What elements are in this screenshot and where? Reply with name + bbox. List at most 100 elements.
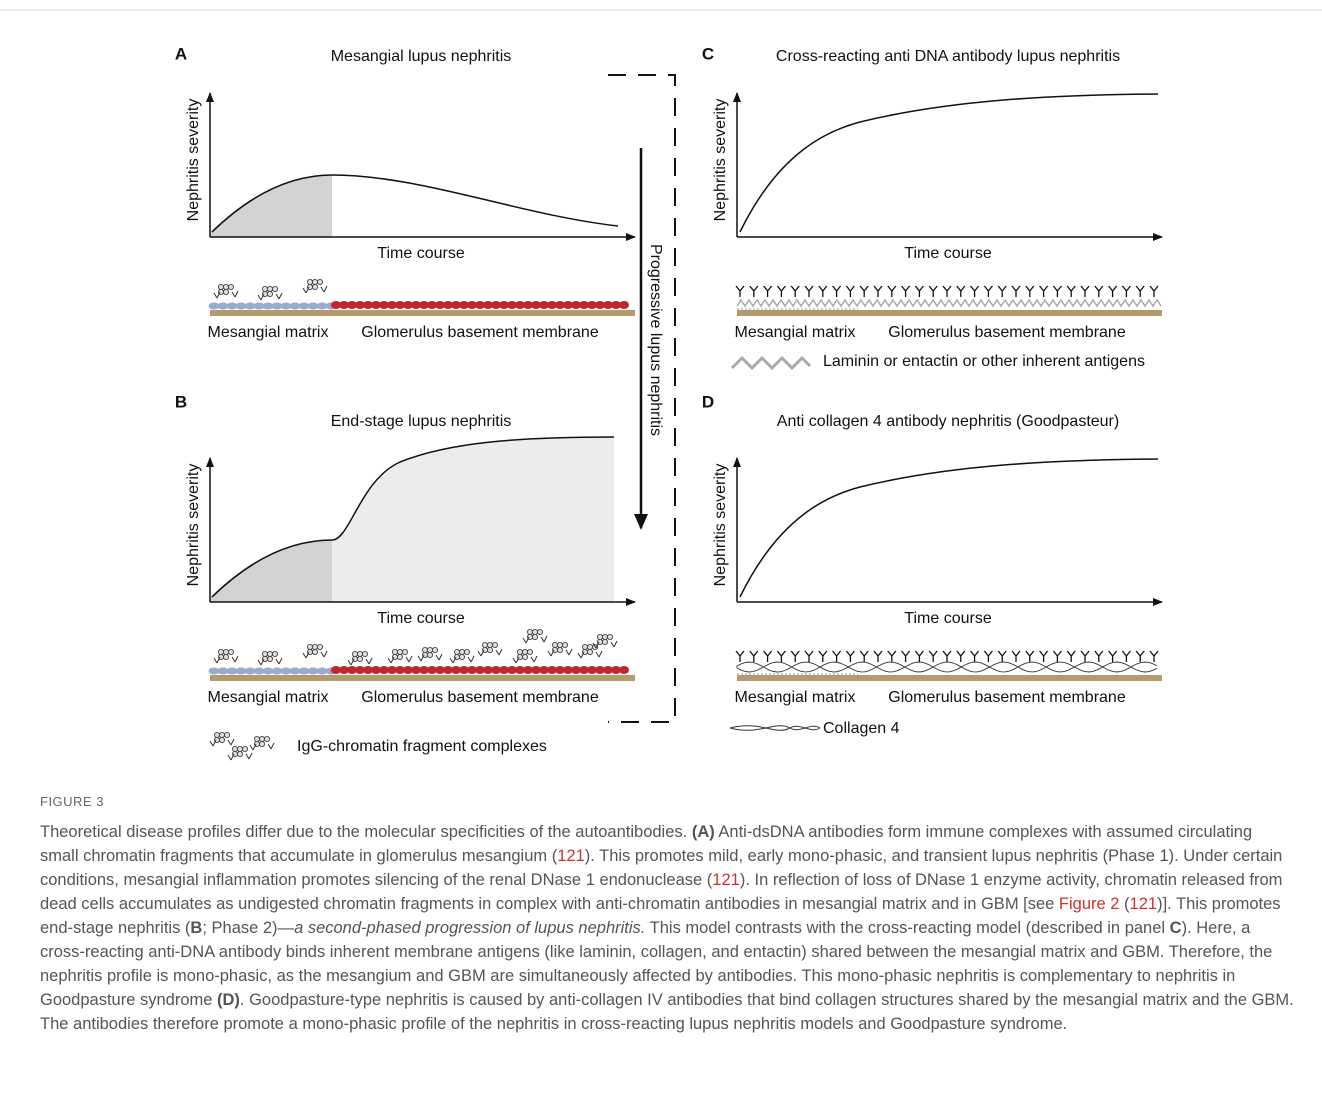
gbm-blob (379, 666, 389, 674)
fragment (218, 737, 225, 744)
caption-text: Theoretical disease profiles differ due … (40, 820, 1295, 1036)
x-axis-label: Time course (904, 245, 992, 262)
fragment (582, 644, 589, 651)
mesangial-blob (235, 302, 247, 310)
complex-icon (547, 642, 573, 657)
complex-icon (257, 285, 283, 301)
antibody (804, 650, 814, 662)
fragment (562, 642, 569, 649)
antibody (873, 650, 883, 662)
fragment (241, 746, 248, 753)
antibody (257, 657, 283, 666)
antibody (776, 285, 786, 297)
gbm-blob (459, 301, 469, 309)
fragment (421, 647, 428, 654)
gbm-blob (507, 301, 517, 309)
gbm-blob (403, 301, 413, 309)
fragment (396, 649, 403, 656)
panel-label: B (175, 392, 187, 411)
gbm-blob (547, 301, 557, 309)
panel-label: C (702, 44, 714, 63)
legend-text: Collagen 4 (823, 720, 900, 737)
antibody (763, 650, 773, 662)
complex-icon (387, 649, 413, 664)
panel-title: End-stage lupus nephritis (331, 413, 512, 430)
mesangial-blob (316, 302, 328, 310)
gbm-blob (443, 666, 453, 674)
complex-icon (592, 634, 618, 649)
fragment (552, 642, 559, 649)
fragment (266, 656, 273, 663)
antibody (887, 285, 897, 297)
citation-link[interactable]: 121 (557, 847, 585, 865)
antibody (477, 648, 503, 657)
fragment (261, 651, 268, 658)
gbm-blob (611, 666, 621, 674)
mesangial-blob (298, 302, 310, 310)
antibody (997, 650, 1007, 662)
fragment (401, 649, 408, 656)
mesangial-blob (208, 667, 220, 675)
fragment (316, 278, 323, 285)
antibody (1121, 650, 1131, 662)
antibody (449, 655, 475, 664)
antibody (387, 655, 413, 664)
fragment (587, 644, 594, 651)
gbm-blob (523, 666, 533, 674)
gbm-blob (539, 666, 549, 674)
membrane-label: Mesangial matrix (735, 689, 856, 706)
antibody (970, 285, 980, 297)
antibody (1094, 650, 1104, 662)
fragment (222, 283, 229, 290)
antibody (1108, 285, 1118, 297)
membrane (737, 675, 1162, 681)
fragment (481, 642, 488, 649)
fragment (263, 736, 270, 743)
legend-zigzag (730, 355, 812, 371)
antibody (1094, 285, 1104, 297)
fragment (527, 629, 534, 636)
citation-link[interactable]: Figure 2 (1058, 895, 1120, 913)
mesangial-blob (280, 667, 292, 675)
complex-icon (257, 651, 283, 666)
gbm-blob (555, 666, 565, 674)
antibody (1025, 285, 1035, 297)
antibody (790, 650, 800, 662)
fragment (316, 644, 323, 651)
collagen-strand (736, 661, 1158, 673)
mesangial-blob (244, 667, 256, 675)
mesangial-blob (253, 667, 265, 675)
y-axis-label: Nephritis severity (712, 464, 729, 587)
antibody (901, 650, 911, 662)
y-axis-label: Nephritis severity (185, 99, 202, 222)
antibody (763, 285, 773, 297)
fragment (217, 283, 224, 290)
gbm-blob (347, 666, 357, 674)
citation-link[interactable]: 121 (1129, 895, 1158, 913)
antibody (914, 285, 924, 297)
complex-icon (227, 746, 253, 761)
gbm-blob (411, 301, 421, 309)
antibody (209, 738, 235, 747)
mesangial-blob (307, 302, 319, 310)
fragment (236, 751, 243, 758)
caption: FIGURE 3 Theoretical disease profiles di… (40, 790, 1295, 1036)
fragment (557, 642, 564, 649)
citation-link[interactable]: 121 (712, 871, 740, 889)
mesangial-blob (289, 667, 301, 675)
antibody (213, 290, 239, 299)
antibody (249, 742, 275, 751)
gbm-blob (587, 666, 597, 674)
fragment (223, 732, 230, 739)
y-axis-label: Nephritis severity (185, 464, 202, 587)
panel-label: D (702, 392, 714, 411)
gbm-blob (475, 666, 485, 674)
antibody (1066, 285, 1076, 297)
caption-run: (A) (691, 823, 715, 841)
antibody (1052, 285, 1062, 297)
mesangial-blob (280, 302, 292, 310)
antibody (970, 650, 980, 662)
antibody (983, 285, 993, 297)
fragment (486, 642, 493, 649)
